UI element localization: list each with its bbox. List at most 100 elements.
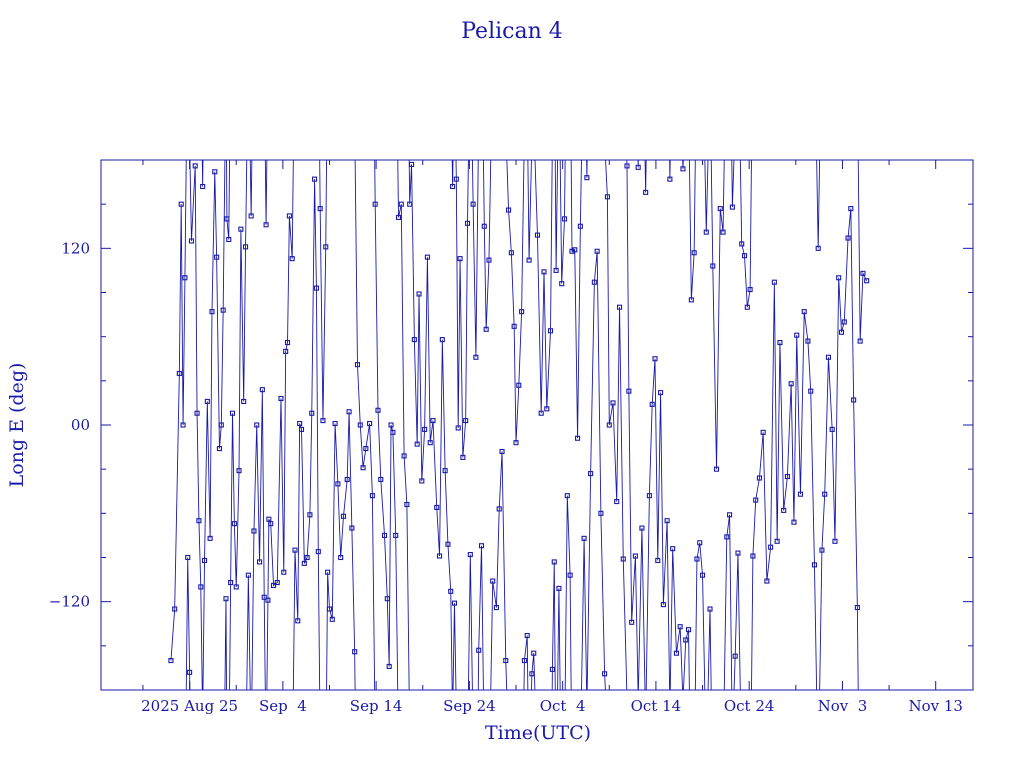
data-point xyxy=(771,279,777,285)
data-point xyxy=(854,605,860,611)
data-point xyxy=(588,471,594,477)
data-point xyxy=(243,244,249,250)
data-point xyxy=(329,616,335,622)
data-point xyxy=(381,532,388,538)
data-point xyxy=(455,425,461,431)
data-point xyxy=(289,256,295,262)
data-point xyxy=(680,166,686,172)
data-point xyxy=(848,206,854,212)
data-point xyxy=(524,632,530,639)
data-point xyxy=(313,285,319,291)
data-point xyxy=(223,596,229,602)
data-point xyxy=(375,407,381,413)
data-point xyxy=(270,582,277,589)
data-point xyxy=(561,216,568,222)
data-point xyxy=(559,281,565,287)
data-point xyxy=(801,309,807,315)
data-point xyxy=(268,521,274,527)
data-point xyxy=(649,401,655,407)
data-point xyxy=(686,627,692,633)
data-point xyxy=(360,465,366,471)
data-point xyxy=(424,254,430,260)
data-point xyxy=(777,340,783,346)
data-point xyxy=(369,493,375,499)
data-point xyxy=(233,584,239,590)
data-point xyxy=(198,584,204,590)
data-point xyxy=(212,169,218,175)
data-point xyxy=(473,354,479,360)
data-point xyxy=(756,475,762,481)
data-point xyxy=(354,362,361,368)
data-point xyxy=(764,578,770,584)
data-point xyxy=(398,201,404,207)
data-point xyxy=(797,491,804,497)
data-point xyxy=(430,418,436,424)
data-point xyxy=(697,540,703,546)
data-point xyxy=(464,220,471,226)
data-point xyxy=(713,466,720,472)
data-point xyxy=(747,287,753,293)
data-point xyxy=(254,422,260,428)
y-tick-label: 00 xyxy=(71,416,90,434)
data-point xyxy=(819,547,825,553)
data-point xyxy=(534,232,541,238)
series-line xyxy=(170,160,868,690)
data-point xyxy=(245,572,251,578)
data-point xyxy=(729,204,735,210)
data-point xyxy=(196,518,202,524)
data-point xyxy=(467,552,473,558)
data-point xyxy=(632,553,638,559)
data-point xyxy=(481,223,487,229)
data-point xyxy=(349,525,355,531)
data-point xyxy=(710,263,716,269)
data-point xyxy=(304,554,310,561)
data-point xyxy=(434,504,440,510)
data-point xyxy=(307,512,313,518)
data-point xyxy=(598,510,604,516)
data-point xyxy=(483,326,489,332)
chart-title: Pelican 4 xyxy=(461,19,563,44)
data-point xyxy=(508,250,514,256)
data-point xyxy=(229,410,236,416)
data-point xyxy=(829,426,835,432)
data-point xyxy=(750,553,756,559)
data-point xyxy=(739,241,745,247)
data-point xyxy=(768,544,774,550)
data-point xyxy=(516,382,522,388)
data-point xyxy=(251,528,257,534)
data-point xyxy=(401,453,407,459)
data-point xyxy=(261,594,267,600)
data-point xyxy=(707,606,713,612)
x-tick-label: Oct 4 xyxy=(540,697,586,715)
data-point xyxy=(248,213,254,219)
data-point xyxy=(204,398,210,404)
data-point xyxy=(670,546,676,552)
data-point xyxy=(312,176,318,182)
data-point xyxy=(407,201,413,207)
data-point xyxy=(741,253,748,259)
x-tick-label: Nov 3 xyxy=(818,697,868,715)
data-point xyxy=(629,619,635,625)
data-point xyxy=(185,554,191,561)
data-point xyxy=(445,541,451,547)
y-axis: −120 00 120 xyxy=(49,203,973,647)
data-point xyxy=(744,304,750,310)
data-point xyxy=(218,422,224,428)
data-point xyxy=(188,238,195,244)
data-point xyxy=(572,247,578,253)
data-point xyxy=(825,354,831,360)
data-point xyxy=(529,671,535,677)
data-point xyxy=(238,226,244,232)
data-point xyxy=(404,501,410,508)
data-point xyxy=(278,395,284,402)
data-point xyxy=(521,658,527,664)
data-point xyxy=(283,348,289,354)
data-point xyxy=(836,275,842,281)
data-point xyxy=(683,637,689,643)
data-point xyxy=(753,497,759,503)
data-point xyxy=(309,410,315,416)
data-point xyxy=(344,476,350,483)
data-point xyxy=(781,507,787,513)
data-point xyxy=(220,307,226,313)
data-point xyxy=(259,387,265,393)
